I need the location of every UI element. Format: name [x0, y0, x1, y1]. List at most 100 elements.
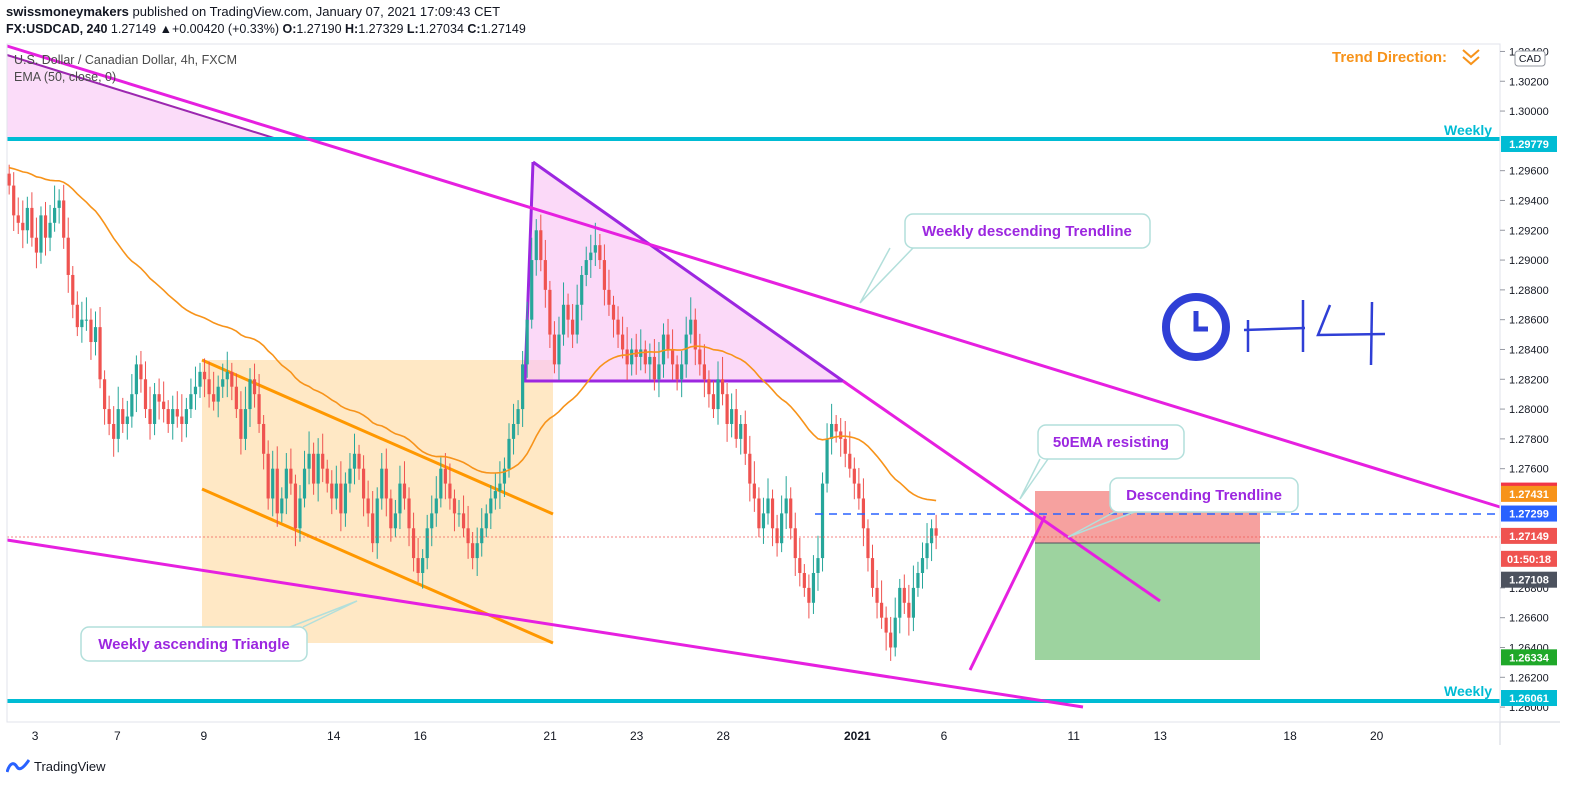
price-badge-label: 1.29779: [1509, 139, 1549, 151]
x-tick-label: 18: [1283, 729, 1297, 743]
candle-body: [289, 468, 293, 484]
candle-body: [216, 386, 220, 402]
publisher-name[interactable]: swissmoneymakers: [6, 4, 129, 19]
y-tick-label: 1.29000: [1509, 255, 1549, 267]
candle-body: [316, 453, 320, 484]
candle-body: [748, 453, 752, 484]
tradingview-logo-icon: [6, 759, 30, 773]
candle-body: [834, 423, 838, 432]
candle-body: [598, 245, 602, 261]
candle-body: [325, 468, 329, 484]
callout-descending-trendline[interactable]: Descending Trendline: [1067, 477, 1299, 538]
candle-body: [471, 543, 475, 559]
callout-weekly-descending[interactable]: Weekly descending Trendline: [859, 213, 1151, 304]
y-tick-label: 1.30200: [1509, 76, 1549, 88]
descending-trendline: [842, 379, 1161, 603]
weekly-ascending-lower-line: [6, 538, 1084, 709]
candle-body: [380, 468, 384, 499]
candle-body: [734, 409, 738, 439]
candle-body: [552, 334, 557, 365]
candle-body: [80, 319, 84, 328]
candle-body: [902, 587, 906, 603]
candle-body: [452, 498, 457, 514]
y-tick-label: 1.27600: [1509, 464, 1549, 476]
candle-body: [593, 245, 597, 253]
candle-body: [843, 438, 847, 454]
x-tick-label: 21: [543, 729, 557, 743]
candle-body: [293, 483, 298, 529]
candle-body: [802, 572, 806, 588]
candle-body: [93, 327, 98, 343]
candle-body: [489, 498, 493, 514]
candle-body: [730, 409, 734, 424]
candle-body: [157, 394, 161, 402]
candle-body: [466, 528, 470, 544]
legend-instrument: U.S. Dollar / Canadian Dollar, 4h, FXCM: [14, 53, 237, 67]
candle-body: [784, 498, 788, 514]
candle-body: [416, 558, 420, 573]
chevron-down-double-icon: [1462, 49, 1480, 66]
candle-body: [770, 498, 775, 529]
candle-body: [198, 371, 202, 387]
candle-body: [366, 498, 370, 514]
candle-body: [34, 237, 39, 253]
candle-body: [430, 513, 434, 529]
y-tick-label: 1.26600: [1509, 613, 1549, 625]
candle-body: [102, 379, 107, 410]
channel-upper-line: [201, 358, 554, 516]
candle-body: [820, 483, 825, 559]
callout-ema-resisting[interactable]: 50EMA resisting: [1019, 424, 1185, 500]
change-arrow-icon: ▲: [159, 22, 172, 36]
weekly-bottom-label: Weekly: [1444, 683, 1492, 699]
y-tick-label: 1.29200: [1509, 225, 1549, 237]
candle-body: [516, 409, 520, 424]
candle-body: [212, 394, 216, 402]
x-tick-label: 9: [201, 729, 208, 743]
candle-body: [589, 252, 593, 261]
candle-body: [266, 453, 270, 499]
candle-body: [830, 423, 834, 439]
candle-body: [184, 409, 188, 424]
candle-body: [561, 304, 566, 335]
candle-body: [162, 401, 166, 410]
candle-body: [402, 483, 407, 499]
candle-body: [375, 498, 379, 544]
time-axis[interactable]: 3 7 9 14 16 21 23 28 2021 6 11 13 18 20: [32, 729, 1384, 743]
candle-body: [389, 498, 393, 529]
weekly-descending-trendline: [6, 44, 1501, 509]
candle-body: [739, 423, 743, 439]
candle-body: [175, 409, 179, 417]
candle-body: [761, 513, 766, 529]
candle-body: [607, 289, 611, 305]
candle-body: [575, 304, 579, 335]
candle-body: [480, 528, 484, 544]
candle-body: [539, 230, 543, 261]
callout-weekly-ascending[interactable]: Weekly ascending Triangle: [80, 600, 358, 662]
candle-body: [62, 200, 66, 238]
price-badge-label: 1.26334: [1509, 652, 1550, 664]
candle-body: [548, 289, 552, 335]
footer-brand: TradingView: [34, 758, 106, 774]
plot-border: [6, 43, 1501, 723]
candle-body: [57, 200, 61, 208]
svg-text:CAD: CAD: [1519, 53, 1542, 65]
candle-body: [879, 602, 884, 618]
weekly-top-label: Weekly: [1444, 122, 1492, 138]
candle-body: [816, 558, 820, 573]
candle-body: [920, 558, 925, 573]
candle-body: [716, 379, 720, 410]
x-tick-label: 3: [32, 729, 39, 743]
candle-body: [339, 483, 343, 514]
candle-body: [798, 558, 802, 573]
candle-body: [720, 379, 725, 395]
candle-body: [53, 207, 57, 223]
x-tick-label: 11: [1068, 729, 1081, 743]
published-text: published on TradingView.com, January 07…: [132, 4, 501, 19]
candle-body: [16, 215, 20, 223]
candle-body: [911, 587, 916, 618]
candle-body: [25, 207, 29, 231]
price-badge-label: 1.27431: [1509, 489, 1549, 501]
candle-body: [139, 364, 143, 380]
x-tick-label: 16: [414, 729, 428, 743]
